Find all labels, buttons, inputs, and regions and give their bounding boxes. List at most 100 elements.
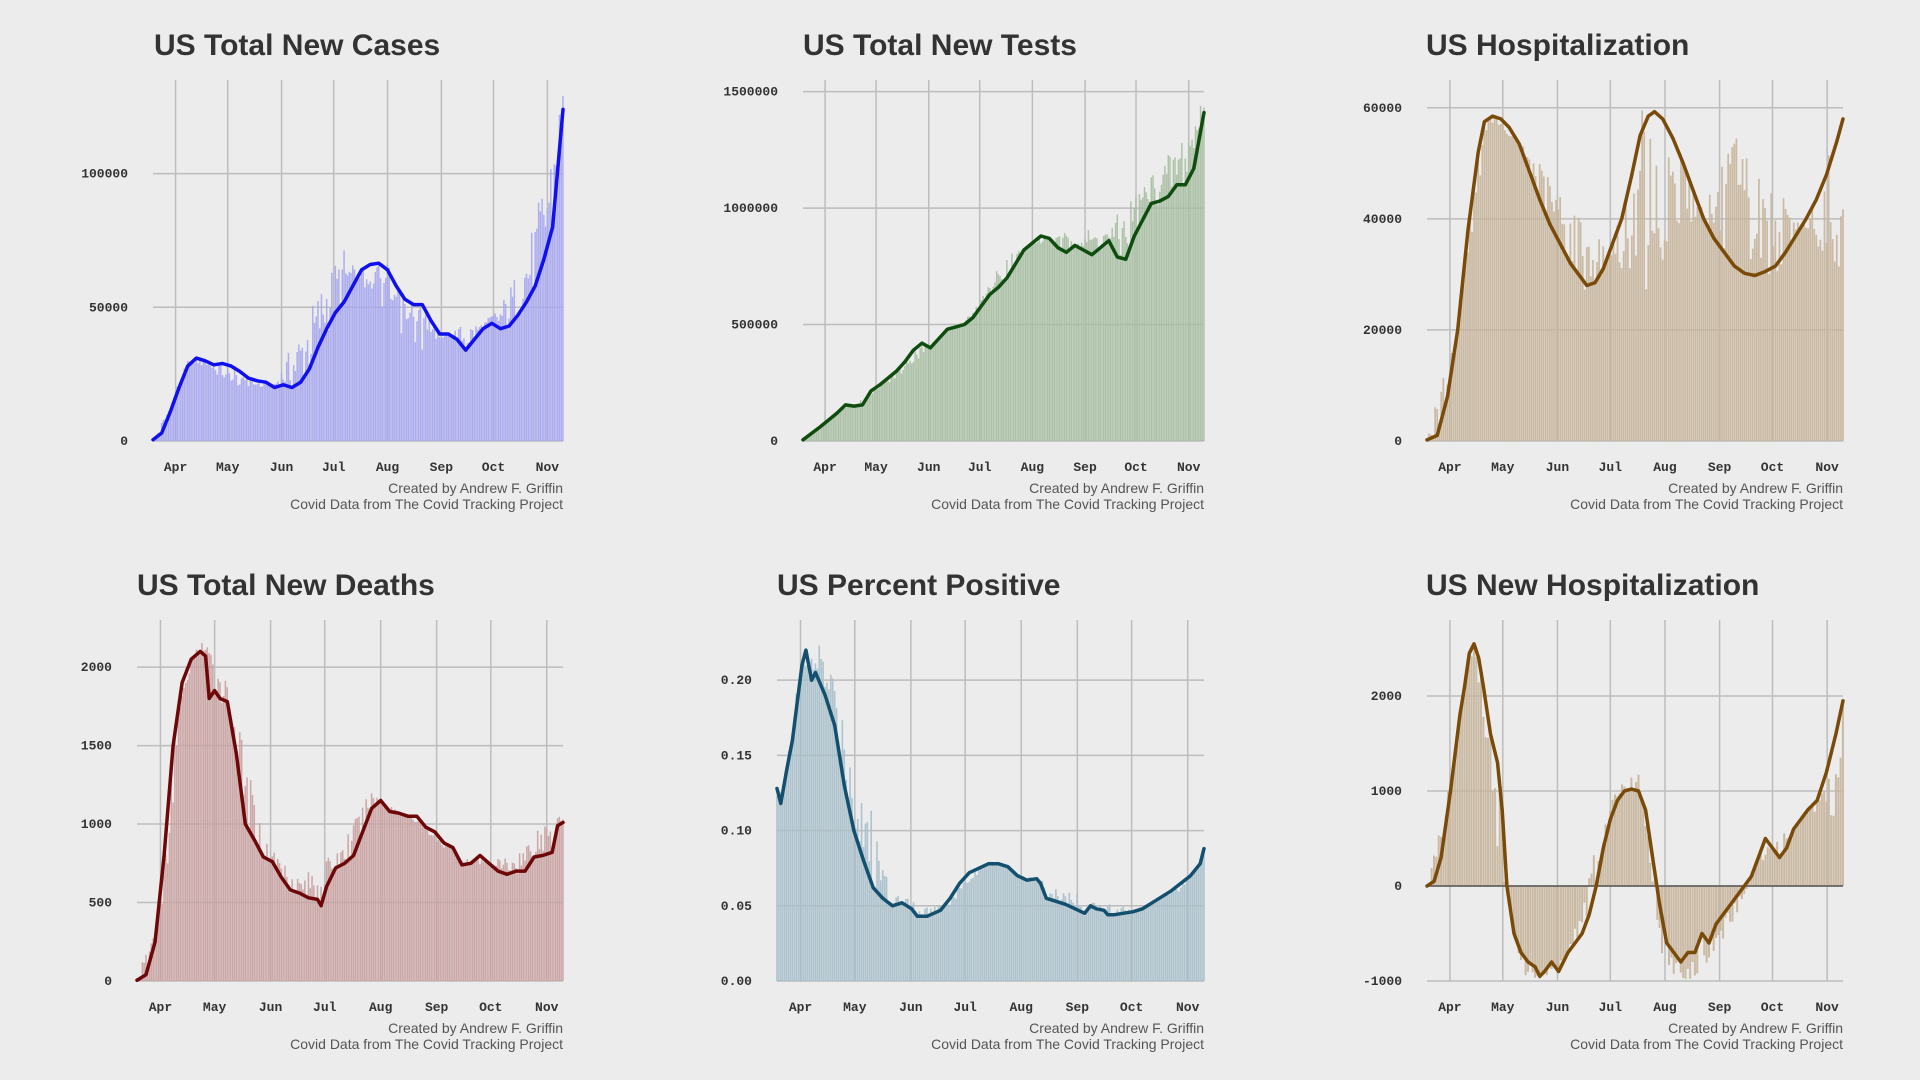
bar: [230, 720, 232, 981]
bar: [1075, 247, 1078, 441]
bar: [1485, 130, 1488, 441]
bar: [804, 665, 807, 981]
bar: [1680, 154, 1682, 441]
bar: [1462, 267, 1465, 441]
bar: [1815, 234, 1818, 441]
bar: [890, 375, 893, 441]
bar: [1827, 778, 1830, 886]
bar: [1649, 138, 1652, 441]
bar: [1106, 234, 1108, 441]
bar: [1621, 784, 1624, 886]
bar: [956, 887, 959, 981]
bar: [499, 860, 501, 981]
bar: [822, 661, 824, 981]
bar: [226, 687, 228, 981]
bar: [1040, 243, 1042, 441]
bar: [161, 903, 163, 981]
credit-source: Covid Data from The Covid Tracking Proje…: [931, 1036, 1204, 1052]
bar: [868, 394, 870, 441]
bar: [1102, 236, 1105, 441]
bar: [282, 379, 284, 441]
bar: [1097, 908, 1099, 981]
bar: [1460, 296, 1463, 441]
bar: [339, 309, 342, 441]
bar: [141, 962, 144, 981]
bar: [1479, 175, 1482, 441]
bar: [503, 299, 505, 441]
bar: [434, 832, 436, 981]
bar: [1541, 886, 1544, 977]
bar: [1166, 892, 1169, 981]
bar: [905, 898, 907, 981]
y-tick-label: 1500: [81, 739, 112, 754]
bar: [509, 870, 512, 981]
bar: [551, 846, 553, 981]
bar: [870, 393, 872, 441]
bar: [1135, 910, 1138, 981]
bar: [253, 804, 256, 981]
bar: [1717, 886, 1720, 936]
bar: [1557, 209, 1559, 441]
bar: [1475, 657, 1478, 886]
bar: [899, 367, 901, 441]
bar: [1162, 174, 1164, 442]
bar: [815, 429, 818, 441]
bar: [546, 208, 549, 441]
bar: [1706, 225, 1709, 441]
bar: [345, 273, 347, 441]
bar: [1825, 242, 1828, 441]
bar: [1011, 253, 1013, 441]
bar: [1089, 904, 1092, 981]
bar: [206, 647, 209, 981]
bar: [1187, 879, 1190, 981]
bar: [235, 375, 238, 441]
bar: [1012, 267, 1015, 441]
bar: [1787, 837, 1790, 886]
bar: [421, 349, 423, 441]
bar: [887, 380, 889, 441]
x-tick-label: May: [1491, 1000, 1515, 1015]
bar: [279, 387, 281, 441]
x-tick-label: Oct: [1761, 1000, 1784, 1015]
bar: [1715, 206, 1717, 441]
bar: [495, 865, 497, 981]
bar: [309, 888, 312, 981]
bar: [1096, 238, 1098, 441]
bar: [1447, 791, 1450, 886]
bar: [1518, 143, 1521, 441]
bar: [432, 835, 434, 981]
bar: [298, 882, 301, 981]
bar: [1830, 815, 1833, 886]
bar: [779, 792, 782, 981]
panel-new-cases: US Total New Cases Apr May Jun Jul Aug Sep Oct N…: [0, 0, 640, 540]
bar: [393, 294, 396, 441]
bar: [1834, 774, 1837, 886]
bar: [1530, 173, 1533, 441]
bar: [211, 367, 213, 441]
bar: [390, 807, 393, 981]
bar: [1174, 887, 1176, 981]
x-tick-label: Sep: [1708, 460, 1732, 475]
bar: [1546, 177, 1549, 441]
bar: [1544, 214, 1547, 441]
bar: [1199, 863, 1201, 981]
bar: [1829, 222, 1832, 441]
bar: [418, 309, 420, 441]
bar: [1632, 790, 1635, 886]
bar: [1769, 848, 1772, 886]
bar: [1454, 748, 1457, 886]
bar: [202, 650, 205, 981]
bar: [1126, 243, 1129, 441]
bar: [872, 884, 874, 981]
x-tick-label: Sep: [1066, 1000, 1090, 1015]
bar: [1811, 209, 1814, 441]
bar: [1566, 886, 1569, 953]
x-tick-label: Nov: [1176, 1000, 1200, 1015]
bar: [1028, 246, 1030, 441]
bar: [225, 374, 227, 441]
bar: [489, 864, 492, 981]
bar: [826, 420, 828, 441]
bar: [1806, 809, 1809, 886]
credit-author: Created by Andrew F. Griffin: [388, 1020, 563, 1036]
bar: [348, 271, 351, 441]
